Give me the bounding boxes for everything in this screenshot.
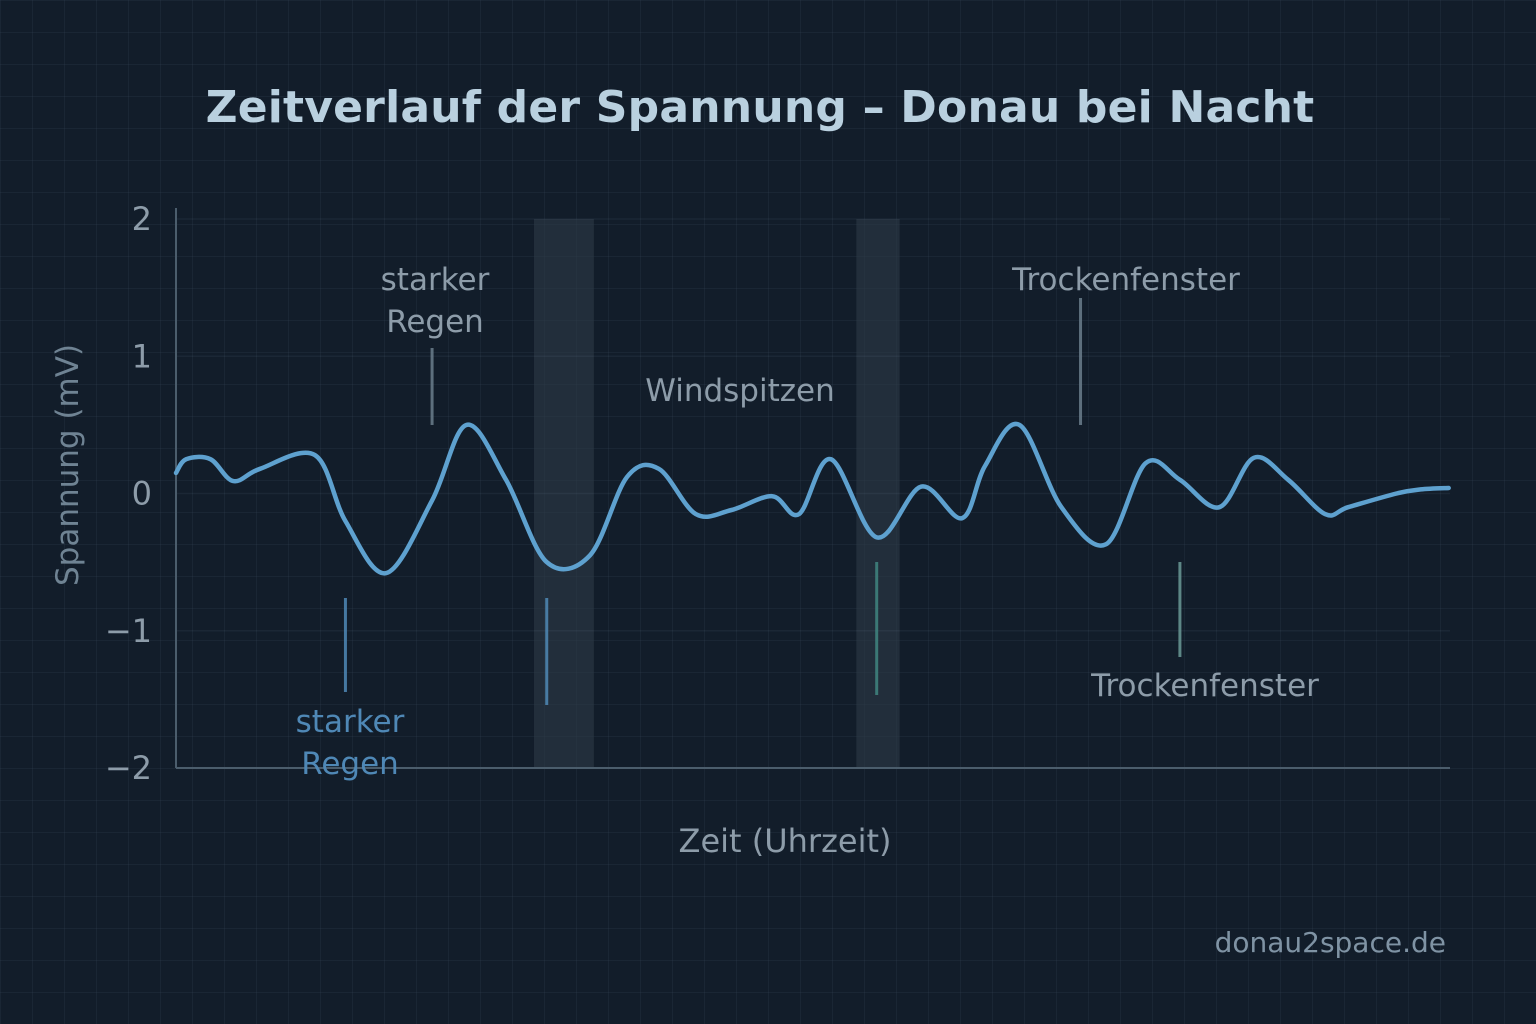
- annotation-labels: starker Regen starker Regen Windspitzen Trock…: [296, 262, 1320, 782]
- annotation-label: Windspitzen: [645, 373, 835, 409]
- annotation-markers: [343, 298, 1182, 705]
- annotation-line: starker: [296, 704, 405, 740]
- annotation-line: Regen: [301, 746, 399, 782]
- y-gridlines: [176, 218, 1450, 632]
- y-tick-label: 2: [132, 200, 152, 238]
- y-tick-label: 0: [132, 475, 152, 513]
- shaded-regions: [533, 219, 900, 768]
- footer-url: donau2space.de: [1214, 926, 1446, 959]
- series-line: [173, 421, 1451, 576]
- annotation-label: Trockenfenster: [1011, 262, 1240, 298]
- annotation-line: starker: [381, 262, 490, 298]
- annotation-label: Trockenfenster: [1090, 668, 1319, 704]
- shaded-region-1: [533, 219, 594, 768]
- y-tick-label: −1: [105, 612, 152, 650]
- y-tick-label: −2: [105, 749, 152, 787]
- y-tick-label: 1: [132, 337, 152, 375]
- annotation-line: Trockenfenster: [1090, 668, 1319, 704]
- annotation-line: Windspitzen: [645, 373, 835, 409]
- y-tick-labels: 2 1 0 −1 −2: [105, 200, 152, 787]
- chart-title: Zeitverlauf der Spannung – Donau bei Nac…: [205, 82, 1315, 133]
- x-axis-label: Zeit (Uhrzeit): [679, 822, 892, 860]
- y-axis-label: Spannung (mV): [50, 344, 86, 586]
- annotation-line: Trockenfenster: [1011, 262, 1240, 298]
- annotation-label: starker Regen: [381, 262, 490, 340]
- annotation-label: starker Regen: [296, 704, 405, 782]
- annotation-line: Regen: [386, 304, 484, 340]
